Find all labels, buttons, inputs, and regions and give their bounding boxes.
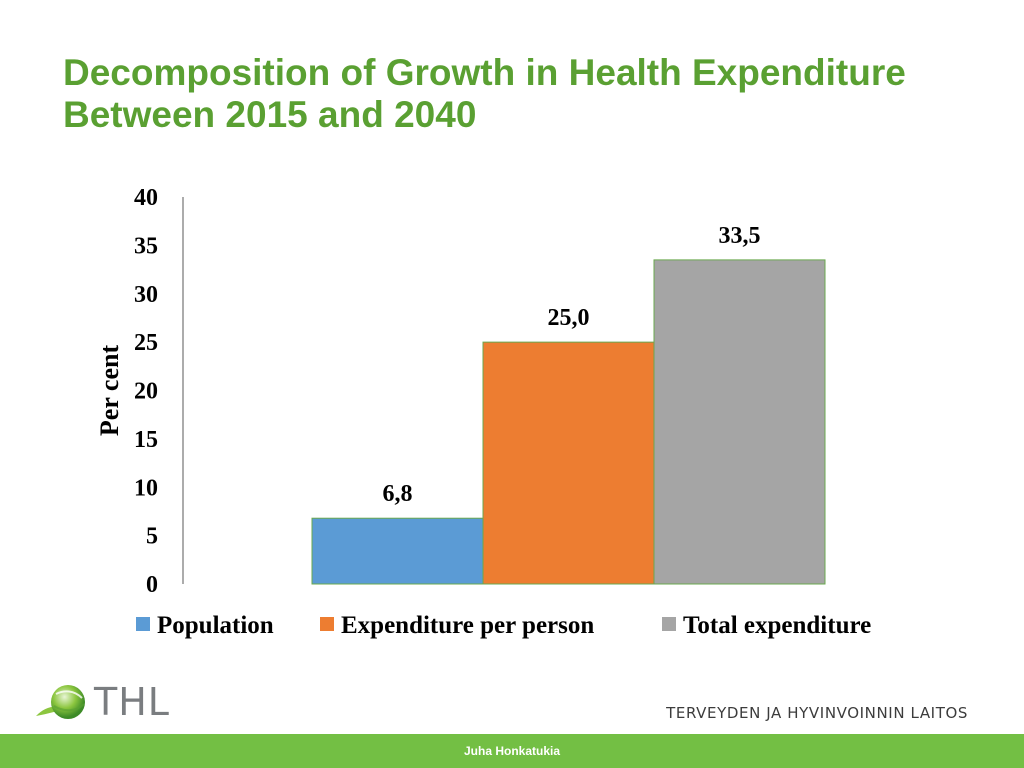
y-tick-label: 0	[146, 572, 158, 598]
legend-swatch	[662, 617, 676, 631]
thl-leaf-globe-icon	[36, 685, 85, 719]
bar	[482, 341, 655, 585]
legend: Population Expenditure per person Total ex…	[136, 612, 871, 639]
organization-name: TERVEYDEN JA HYVINVOINNIN LAITOS	[666, 704, 968, 722]
y-axis: 0 5 10 15 20 25 30 35 40 Per cent	[95, 185, 184, 598]
footer-author: Juha Honkatukia	[463, 744, 561, 758]
y-tick-label: 30	[134, 282, 158, 308]
legend-label: Population	[157, 612, 274, 639]
legend-label: Expenditure per person	[341, 612, 594, 639]
footer-bar: Juha Honkatukia	[0, 734, 1024, 768]
legend-swatch	[320, 617, 334, 631]
data-label: 25,0	[548, 305, 590, 331]
bar-chart: 0 5 10 15 20 25 30 35 40 Per cent 6,8 25,0 33,5 Pop…	[95, 185, 871, 639]
y-tick-label: 35	[134, 233, 158, 259]
legend-swatch	[136, 617, 150, 631]
y-tick-label: 20	[134, 379, 158, 405]
y-tick-label: 5	[146, 524, 158, 550]
y-tick-label: 25	[134, 330, 158, 356]
logo-text: THL	[94, 680, 170, 724]
y-tick-label: 10	[134, 475, 158, 501]
data-label: 33,5	[719, 223, 761, 249]
bar	[653, 259, 826, 585]
legend-label: Total expenditure	[683, 612, 871, 639]
y-axis-title: Per cent	[95, 345, 124, 437]
bars	[311, 259, 826, 585]
slide-title: Decomposition of Growth in Health Expend…	[63, 52, 906, 135]
y-tick-label: 15	[134, 427, 158, 453]
y-tick-label: 40	[134, 185, 158, 211]
data-label: 6,8	[383, 481, 413, 507]
data-labels: 6,8 25,0 33,5	[383, 223, 761, 507]
bar	[311, 517, 484, 585]
